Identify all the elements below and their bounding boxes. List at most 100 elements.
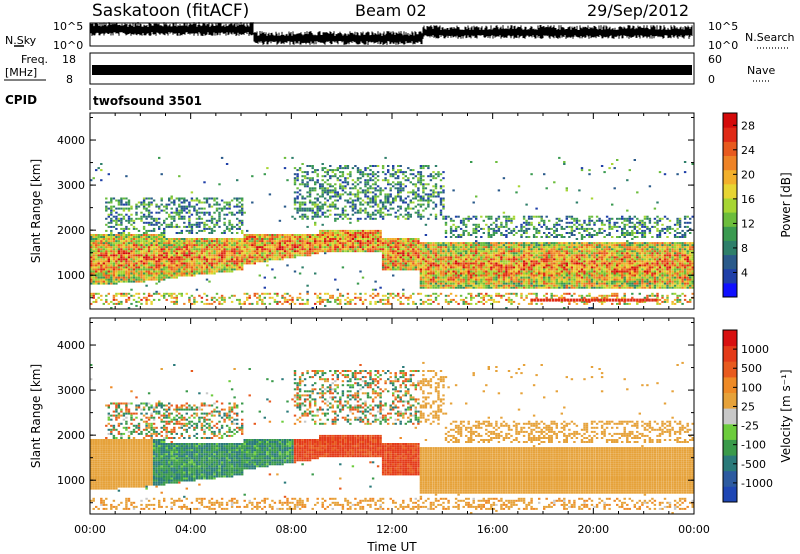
- power-echo-cell: [90, 260, 93, 263]
- power-echo-cell: [331, 189, 334, 192]
- power-echo-cell: [354, 185, 357, 188]
- power-echo-cell: [107, 246, 110, 249]
- power-echo-cell: [301, 298, 304, 301]
- power-echo-cell: [515, 260, 518, 263]
- power-echo-cell: [412, 300, 415, 303]
- power-echo-cell: [198, 250, 201, 253]
- power-echo-cell: [210, 264, 214, 267]
- power-echo-cell: [213, 258, 216, 261]
- power-echo-cell: [90, 282, 93, 285]
- power-echo-cell: [424, 246, 428, 249]
- power-echo-cell: [183, 260, 186, 263]
- power-echo-cell: [387, 302, 390, 305]
- power-echo-cell: [155, 264, 158, 267]
- power-echo-cell: [163, 278, 166, 281]
- power-echo-cell: [505, 256, 508, 259]
- power-echo-cell: [117, 248, 121, 251]
- power-echo-cell: [376, 179, 380, 182]
- power-echo-cell: [213, 248, 216, 251]
- power-echo-cell: [434, 298, 438, 301]
- power-echo-cell: [376, 300, 380, 303]
- power-echo-cell: [414, 268, 417, 271]
- power-echo-cell: [291, 236, 294, 238]
- power-echo-cell: [125, 268, 128, 271]
- power-echo-cell: [392, 250, 395, 253]
- power-echo-cell: [120, 250, 123, 253]
- power-echo-cell: [331, 242, 334, 245]
- power-echo-cell: [429, 272, 433, 275]
- power-echo-cell: [147, 242, 151, 245]
- power-echo-cell: [374, 288, 377, 291]
- beam-title: Beam 02: [355, 1, 427, 20]
- power-echo-cell: [251, 302, 254, 305]
- power-echo-cell: [120, 203, 123, 206]
- power-echo-cell: [465, 264, 468, 267]
- power-echo-cell: [344, 250, 347, 253]
- power-echo-cell: [175, 266, 178, 269]
- power-echo-cell: [505, 217, 508, 220]
- power-echo-cell: [263, 173, 266, 176]
- power-echo-cell: [439, 260, 443, 263]
- power-echo-cell: [306, 215, 309, 218]
- power-echo-cell: [195, 209, 199, 212]
- power-echo-cell: [480, 254, 483, 257]
- power-echo-cell: [384, 260, 387, 263]
- power-echo-cell: [394, 248, 397, 251]
- power-echo-cell: [168, 256, 171, 259]
- power-echo-cell: [407, 213, 410, 216]
- power-echo-cell: [314, 302, 317, 305]
- power-echo-cell: [366, 183, 370, 186]
- power-echo-cell: [394, 256, 397, 259]
- power-echo-cell: [90, 258, 93, 261]
- power-echo-cell: [303, 197, 307, 200]
- power-echo-cell: [173, 256, 176, 259]
- power-echo-cell: [339, 229, 342, 232]
- power-echo-cell: [319, 229, 322, 232]
- power-echo-cell: [354, 234, 357, 236]
- power-echo-cell: [152, 238, 156, 240]
- power-echo-cell: [407, 207, 410, 210]
- power-echo-cell: [397, 250, 400, 253]
- power-echo-cell: [392, 292, 395, 295]
- power-echo-cell: [175, 296, 178, 299]
- power-echo-cell: [90, 242, 93, 245]
- power-echo-cell: [152, 244, 156, 247]
- power-echo-cell: [467, 217, 470, 220]
- power-echo-cell: [314, 187, 317, 190]
- power-echo-cell: [500, 258, 503, 261]
- power-echo-cell: [165, 217, 168, 220]
- power-echo-cell: [361, 244, 365, 247]
- power-echo-cell: [316, 240, 319, 243]
- power-echo-cell: [218, 219, 221, 222]
- power-echo-cell: [105, 298, 108, 301]
- power-echo-cell: [454, 294, 458, 297]
- power-echo-cell: [387, 240, 390, 243]
- power-echo-cell: [341, 240, 345, 243]
- power-echo-cell: [434, 242, 438, 245]
- power-echo-cell: [102, 256, 105, 259]
- power-echo-cell: [459, 242, 463, 245]
- power-echo-cell: [407, 246, 410, 249]
- power-echo-cell: [510, 298, 513, 301]
- power-echo-cell: [316, 175, 319, 178]
- power-echo-cell: [145, 238, 148, 240]
- power-echo-cell: [346, 173, 350, 176]
- power-echo-cell: [135, 274, 138, 277]
- power-echo-cell: [165, 205, 168, 208]
- power-echo-cell: [225, 207, 229, 210]
- power-echo-cell: [92, 300, 95, 303]
- power-echo-cell: [429, 274, 433, 277]
- power-echo-cell: [477, 266, 480, 269]
- power-echo-cell: [341, 173, 345, 176]
- power-echo-cell: [492, 262, 496, 265]
- power-echo-cell: [188, 248, 191, 251]
- power-echo-cell: [326, 183, 329, 186]
- power-echo-cell: [107, 258, 110, 261]
- power-echo-cell: [170, 294, 173, 297]
- power-echo-cell: [92, 234, 95, 236]
- power-echo-cell: [449, 286, 453, 289]
- power-echo-cell: [444, 266, 448, 269]
- power-echo-cell: [115, 266, 118, 269]
- power-echo-cell: [100, 169, 103, 172]
- power-echo-cell: [346, 234, 350, 236]
